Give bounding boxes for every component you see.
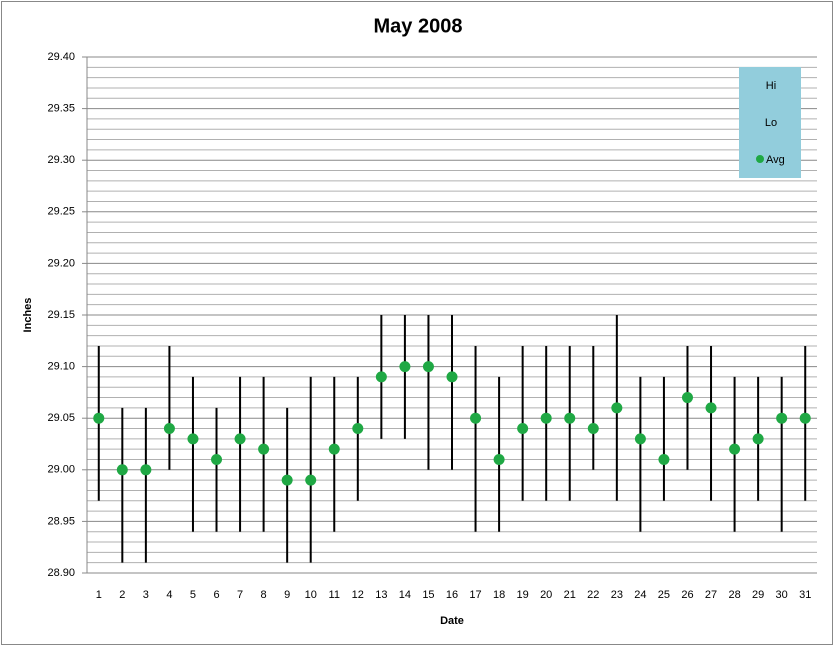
x-tick-label: 27 [705,589,717,601]
avg-point [799,412,811,424]
x-tick-label: 13 [375,589,387,601]
x-tick-label: 17 [469,589,481,601]
y-tick-label: 29.25 [47,206,75,218]
x-tick-label: 2 [119,589,125,601]
x-tick-label: 19 [517,589,529,601]
x-tick-label: 3 [143,589,149,601]
avg-point [634,433,646,445]
avg-point [93,412,105,424]
avg-point [163,423,175,435]
avg-point [470,412,482,424]
x-tick-label: 8 [261,589,267,601]
avg-point [140,464,152,476]
x-tick-label: 16 [446,589,458,601]
x-tick-label: 23 [611,589,623,601]
x-tick-label: 18 [493,589,505,601]
avg-point [517,423,529,435]
y-tick-label: 29.20 [47,257,75,269]
y-axis-label: Inches [22,298,34,333]
avg-point [375,371,387,383]
avg-point [446,371,458,383]
avg-point [211,453,223,465]
x-tick-label: 7 [237,589,243,601]
avg-point [399,361,411,373]
x-tick-label: 14 [399,589,411,601]
x-tick-label: 20 [540,589,552,601]
avg-point [352,423,364,435]
avg-point [776,412,788,424]
avg-point [658,453,670,465]
x-tick-label: 4 [166,589,172,601]
x-tick-label: 29 [752,589,764,601]
y-tick-label: 29.35 [47,103,75,115]
avg-point [116,464,128,476]
x-tick-label: 24 [634,589,646,601]
avg-point [493,453,505,465]
x-tick-label: 1 [96,589,102,601]
x-tick-label: 9 [284,589,290,601]
x-tick-label: 5 [190,589,196,601]
avg-point [328,443,340,455]
avg-point [187,433,199,445]
avg-point [305,474,317,486]
avg-point [564,412,576,424]
avg-point [281,474,293,486]
avg-point [681,392,693,404]
avg-point [752,433,764,445]
y-tick-label: 28.95 [47,515,75,527]
legend-marker [756,155,764,163]
x-tick-label: 26 [681,589,693,601]
y-tick-label: 29.40 [47,51,75,63]
avg-point [729,443,741,455]
y-tick-label: 29.00 [47,464,75,476]
x-tick-label: 15 [422,589,434,601]
x-tick-label: 28 [728,589,740,601]
x-tick-label: 12 [352,589,364,601]
avg-point [611,402,623,414]
avg-point [234,433,246,445]
legend-label: Hi [766,80,776,92]
legend-label: Lo [765,117,777,129]
x-tick-label: 22 [587,589,599,601]
x-axis-label: Date [440,615,464,627]
y-tick-label: 29.10 [47,361,75,373]
x-tick-label: 6 [213,589,219,601]
x-tick-label: 21 [564,589,576,601]
x-tick-label: 10 [305,589,317,601]
avg-point [587,423,599,435]
x-tick-label: 25 [658,589,670,601]
x-tick-label: 11 [329,589,340,601]
y-tick-label: 29.05 [47,412,75,424]
x-tick-label: 30 [776,589,788,601]
avg-point [258,443,270,455]
avg-point [422,361,434,373]
legend-box [739,67,801,178]
y-tick-label: 29.15 [47,309,75,321]
legend-label: Avg [766,154,785,166]
y-tick-label: 28.90 [47,567,75,579]
x-tick-label: 31 [799,589,811,601]
avg-point [540,412,552,424]
y-tick-label: 29.30 [47,154,75,166]
chart-title: May 2008 [374,15,463,37]
avg-point [705,402,717,414]
